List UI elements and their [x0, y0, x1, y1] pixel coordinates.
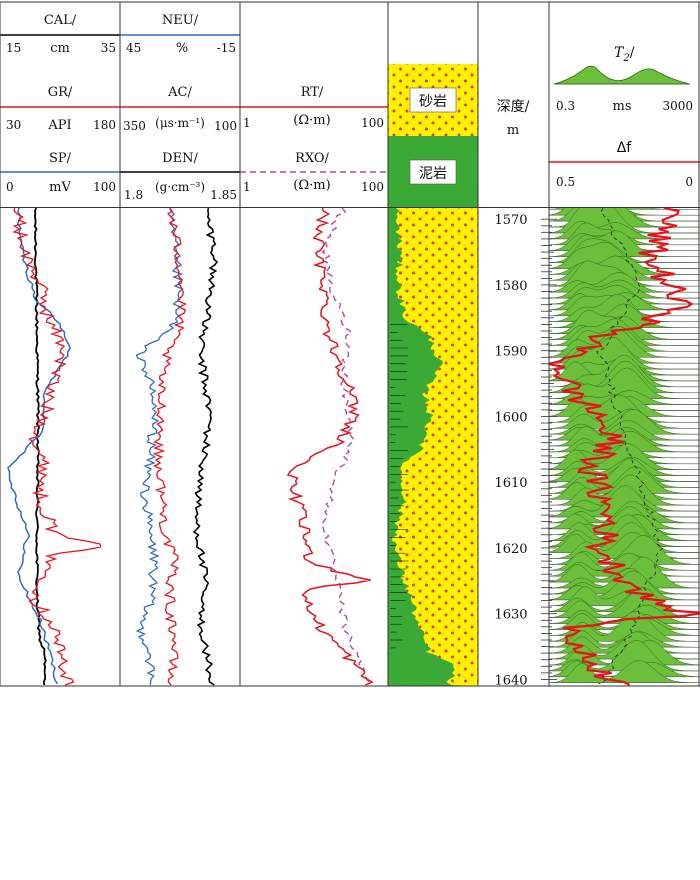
rt-min: 1: [243, 116, 251, 130]
t2-header: T2/ 0.3 ms 3000 Δf 0.5 0: [549, 45, 700, 189]
t2-unit: ms: [613, 99, 632, 114]
gr-curve: [12, 208, 102, 686]
depth-tick-label: 1590: [494, 345, 527, 360]
track3-header: RT/ 1 (Ω·m) 100 RXO/ 1 (Ω·m) 100: [240, 85, 388, 194]
mudstone-label-box: [409, 159, 457, 185]
gr-unit: API: [47, 118, 71, 133]
df-min: 0.5: [556, 175, 575, 189]
lithology-column: [388, 208, 478, 686]
neu-min: 45: [126, 41, 141, 55]
rt-unit: (Ω·m): [293, 113, 330, 128]
rt-max: 100: [361, 116, 384, 130]
ac-max: 100: [214, 119, 237, 133]
mudstone-label: 泥岩: [419, 166, 447, 182]
gr-min: 30: [6, 118, 21, 132]
sp-unit: mV: [49, 180, 71, 195]
depth-unit: m: [507, 123, 519, 138]
ac-label: AC/: [167, 85, 192, 100]
den-label: DEN/: [162, 151, 198, 166]
sandstone-label-box: [409, 87, 457, 113]
ac-curve: [152, 208, 188, 686]
df-max: 0: [685, 175, 693, 189]
neu-max: -15: [217, 41, 236, 55]
lithology-legend: 砂岩 泥岩: [388, 64, 478, 208]
cal-curve: [33, 208, 47, 686]
depth-tick-label: 1630: [494, 608, 527, 623]
t2-spectra-track: [549, 208, 700, 686]
neu-label: NEU/: [162, 13, 199, 28]
t2-spectrum: [549, 586, 700, 618]
track1-curves: [7, 208, 102, 686]
den-min: 1.8: [124, 188, 143, 202]
t2-spectrum: [549, 640, 699, 672]
ac-min: 350: [123, 119, 146, 133]
rxo-curve: [320, 208, 372, 685]
t2-min: 0.3: [556, 99, 575, 113]
track2-header: NEU/ 45 % -15 AC/ 350 (μs·m⁻¹) 100 DEN/ …: [120, 13, 240, 202]
neu-curve: [135, 208, 184, 686]
depth-header: 深度/ m: [497, 99, 530, 138]
rt-curve: [286, 208, 374, 686]
den-max: 1.85: [210, 188, 237, 202]
cal-unit: cm: [50, 41, 70, 56]
sp-max: 100: [93, 180, 116, 194]
sp-label: SP/: [49, 151, 72, 166]
track2-curves: [135, 208, 219, 686]
t2-spectrum: [549, 367, 699, 399]
grid-lines: [0, 1, 700, 687]
cal-label: CAL/: [44, 13, 77, 28]
t2-cutoff-curve: [596, 208, 664, 685]
rt-label: RT/: [301, 85, 324, 100]
rxo-max: 100: [361, 180, 384, 194]
t2-legend-spectrum: [553, 65, 691, 85]
track3-curves: [286, 208, 374, 686]
depth-tick-label: 1610: [494, 476, 527, 491]
den-curve: [192, 208, 219, 686]
rxo-label: RXO/: [295, 151, 329, 166]
t2-spectrum: [549, 660, 699, 683]
cal-max: 35: [101, 41, 116, 55]
depth-tick-label: 1570: [494, 213, 527, 228]
t2-title: T2/: [614, 45, 635, 64]
depth-tick-label: 1600: [494, 410, 527, 425]
ac-unit: (μs·m⁻¹): [155, 116, 205, 130]
track1-header: CAL/ 15 cm 35 GR/ 30 API 180 SP/ 0 mV 10…: [0, 13, 120, 195]
den-unit: (g·cm⁻³): [155, 180, 205, 194]
df-label: Δf: [617, 140, 633, 156]
depth-track: 1570 1580 1590 1600 1610 1620 1630 1640: [494, 213, 557, 688]
df-curve: [549, 208, 700, 686]
rxo-unit: (Ω·m): [293, 178, 330, 193]
cal-min: 15: [6, 41, 21, 55]
sandstone-label: 砂岩: [419, 94, 447, 110]
depth-tick-label: 1580: [494, 279, 527, 294]
sandstone-body: [392, 208, 478, 686]
depth-title: 深度/: [497, 99, 530, 115]
depth-tick-label: 1620: [494, 542, 527, 557]
depth-tick-label: 1640: [494, 673, 527, 688]
gr-max: 180: [93, 118, 116, 132]
gr-label: GR/: [48, 85, 73, 100]
sp-min: 0: [6, 180, 14, 194]
rxo-min: 1: [243, 180, 251, 194]
neu-unit: %: [176, 41, 188, 56]
t2-max: 3000: [662, 99, 693, 113]
